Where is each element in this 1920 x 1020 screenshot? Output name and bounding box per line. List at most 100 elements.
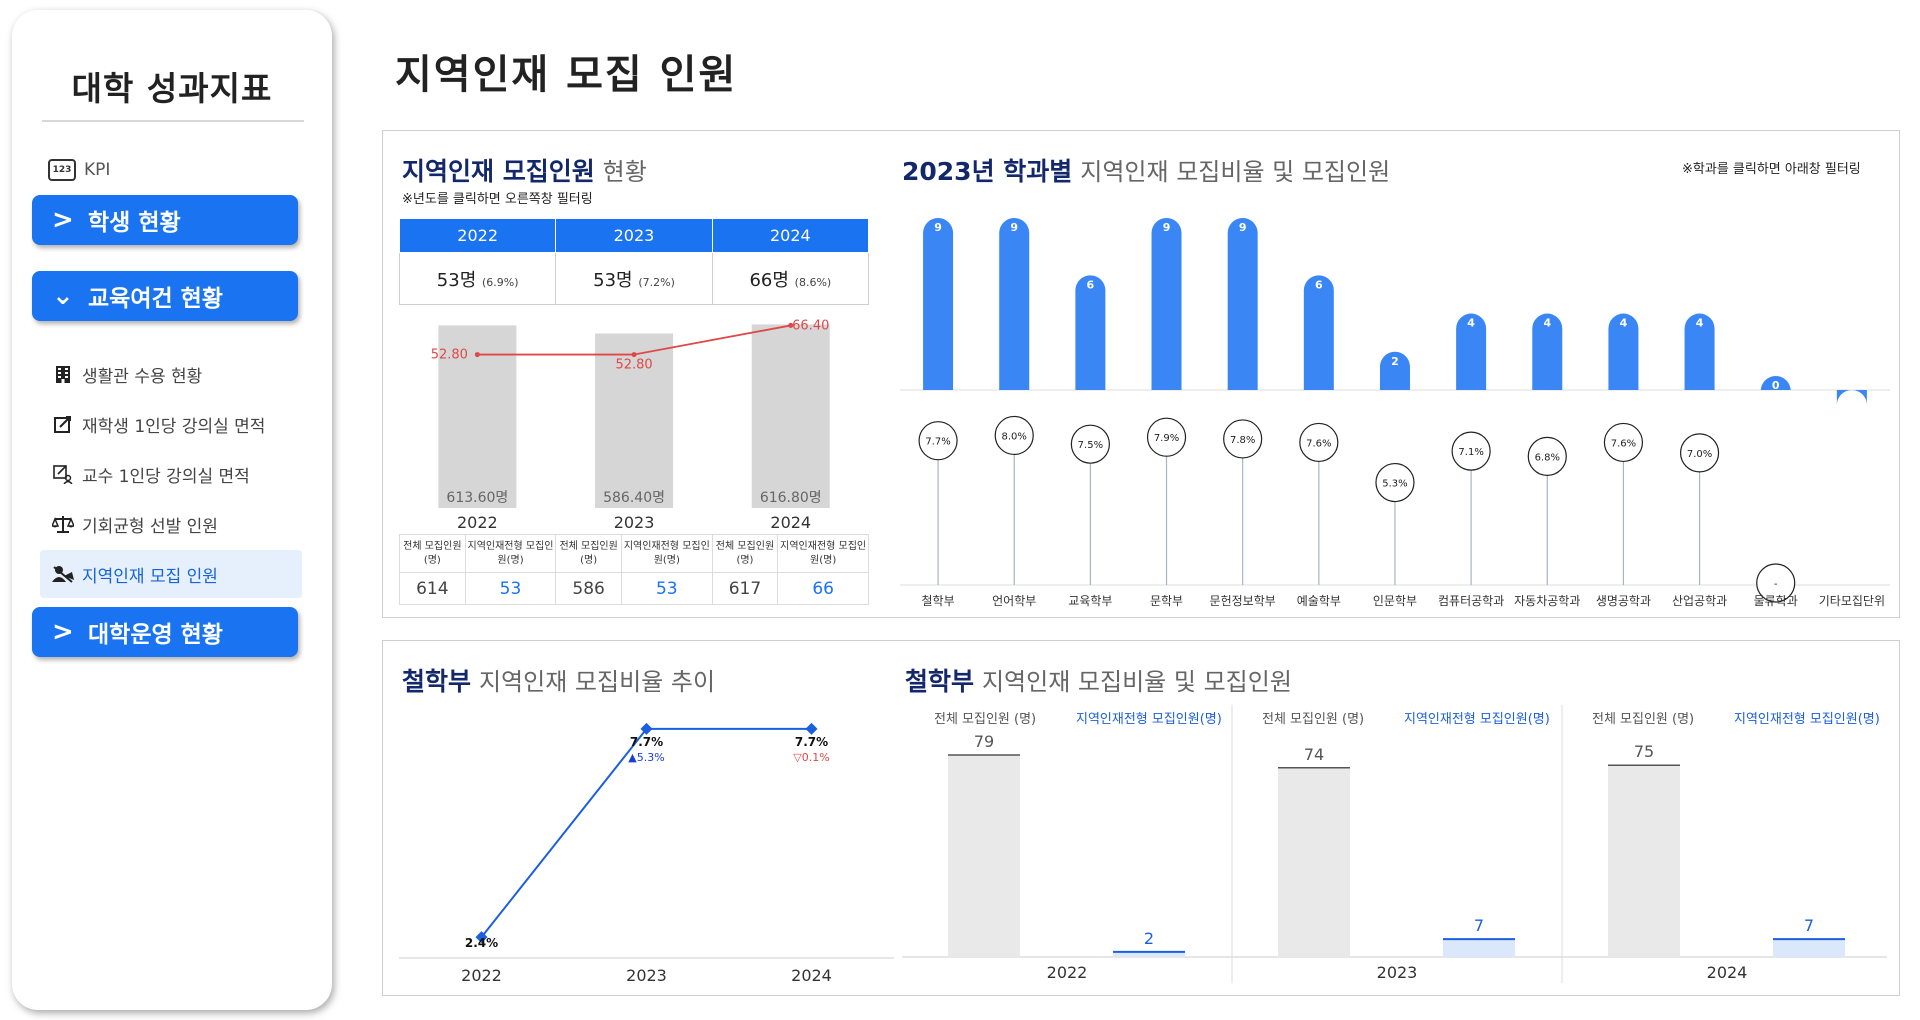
year-count: 66명 xyxy=(749,269,789,291)
dept-count-label: 4 xyxy=(1620,317,1628,330)
x-tick-label: 2022 xyxy=(1047,963,1088,982)
sidebar-item-student-room-area[interactable]: 재학생 1인당 강의실 면적 xyxy=(40,400,302,448)
detail-head-total-2022: 전체 모집인원 (명) xyxy=(934,712,1037,727)
regional-recruit-label: 7 xyxy=(1804,916,1814,935)
ratio-trend-label: 2.4% xyxy=(465,936,498,950)
sidebar-item-label: 기회균형 선발 인원 xyxy=(82,516,218,537)
yearly-recruitment-chart: 613.60명 2022 586.40명 2023 616.80명 2024 52.80 52… xyxy=(431,318,830,532)
chevron-down-icon: ⌄ xyxy=(52,281,74,311)
detail-title-strong: 철학부 xyxy=(905,667,975,696)
year-tab-2024[interactable]: 2024 xyxy=(711,218,870,253)
dept-count-label: 6 xyxy=(1087,278,1095,291)
ratio-label: 5.3% xyxy=(1382,479,1407,490)
x-tick-label: 2022 xyxy=(457,513,498,532)
dept-count-bar xyxy=(1379,351,1410,390)
ratio-bubble xyxy=(1756,563,1796,603)
year-summary-2023[interactable]: 53명 (7.2%) xyxy=(555,252,713,305)
dept-count-label: 9 xyxy=(1239,221,1247,234)
total-bar-label: 586.40명 xyxy=(603,490,665,506)
sidebar-item-label: 재학생 1인당 강의실 면적 xyxy=(82,416,266,437)
ratio-bubble xyxy=(1070,424,1110,464)
x-tick-label: 2023 xyxy=(626,966,667,985)
detail-head-regional-2022: 지역인재전형 모집인원(명) xyxy=(1076,712,1222,727)
status-panel-title: 지역인재 모집인원 현황 xyxy=(402,152,647,188)
regional-point xyxy=(788,322,794,328)
year-summary-2024[interactable]: 66명 (8.6%) xyxy=(711,252,870,305)
kpi-link[interactable]: 123 KPI xyxy=(48,155,110,185)
dept-name-label: 인문학부 xyxy=(1373,594,1417,608)
dept-count-bar xyxy=(1836,390,1867,405)
education-status-button[interactable]: ⌄ 교육여건 현황 xyxy=(32,271,298,321)
dept-count-bar xyxy=(1456,313,1487,390)
dept-count-label: 9 xyxy=(934,221,942,234)
x-tick-label: 2024 xyxy=(770,513,811,532)
year-tab-2022[interactable]: 2022 xyxy=(398,218,557,253)
dept-count-bar xyxy=(999,218,1030,390)
ratio-label: 8.0% xyxy=(1002,431,1027,442)
ratio-change-label: ▽0.1% xyxy=(793,751,829,764)
dept-name-label: 교육학부 xyxy=(1068,594,1112,608)
trend-title-light: 지역인재 모집비율 추이 xyxy=(478,668,716,696)
student-status-button[interactable]: > 학생 현황 xyxy=(32,195,298,245)
total-recruit-bar xyxy=(1608,765,1680,957)
sidebar-item-regional-talent[interactable]: 지역인재 모집 인원 xyxy=(40,550,302,598)
dept-count-label: 9 xyxy=(1010,221,1018,234)
balance-scale-icon xyxy=(52,513,74,535)
dept-count-bar xyxy=(1303,275,1334,390)
ratio-trend-point xyxy=(805,722,818,735)
total-2023: 586 xyxy=(555,572,622,605)
dept-count-label: 6 xyxy=(1315,278,1323,291)
dept-detail-chart: 79 2 2022 74 7 2023 75 7 2024 xyxy=(902,705,1887,983)
total-2024: 617 xyxy=(711,572,779,605)
operation-status-label: 대학운영 현황 xyxy=(88,622,223,648)
sidebar-item-opportunity-balance[interactable]: 기회균형 선발 인원 xyxy=(40,500,302,548)
dept-count-bar xyxy=(1227,218,1258,390)
sidebar-divider xyxy=(42,120,304,122)
dept-title-strong: 2023년 학과별 xyxy=(902,157,1073,186)
operation-status-button[interactable]: > 대학운영 현황 xyxy=(32,607,298,657)
status-title-strong: 지역인재 모집인원 xyxy=(402,157,595,186)
year-tab-2023[interactable]: 2023 xyxy=(555,218,713,253)
year-ratio: (8.6%) xyxy=(794,275,832,289)
dept-count-bar xyxy=(1151,218,1182,390)
ratio-bubble xyxy=(1146,417,1187,457)
ratio-label: 7.1% xyxy=(1458,447,1483,458)
dept-count-label: 4 xyxy=(1467,317,1475,330)
ratio-bubble xyxy=(1679,433,1720,473)
sidebar-item-label: 지역인재 모집 인원 xyxy=(82,566,218,587)
ratio-label: 7.0% xyxy=(1687,449,1712,460)
sidebar-item-dormitory[interactable]: 생활관 수용 현황 xyxy=(40,350,302,398)
dept-title-light: 지역인재 모집비율 및 모집인원 xyxy=(1080,158,1391,186)
total-bar xyxy=(751,324,830,508)
detail-title-light: 지역인재 모집비율 및 모집인원 xyxy=(981,668,1292,696)
dept-name-label: 예술학부 xyxy=(1297,594,1341,608)
ratio-bubble xyxy=(1451,431,1491,471)
ratio-label: 6.8% xyxy=(1535,452,1560,463)
sidebar-item-professor-room-area[interactable]: 교수 1인당 강의실 면적 xyxy=(40,450,302,498)
dept-name-label: 기타모집단위 xyxy=(1819,594,1885,608)
ratio-trend-point xyxy=(640,722,653,735)
kpi-123-icon: 123 xyxy=(48,159,76,181)
detail-head-regional-2024: 지역인재전형 모집인원(명) xyxy=(1734,712,1880,727)
year-count: 53명 xyxy=(436,269,477,291)
ratio-label: 7.9% xyxy=(1154,433,1179,444)
regional-point xyxy=(474,352,480,358)
x-tick-label: 2023 xyxy=(614,513,655,532)
total-recruit-bar xyxy=(948,755,1020,957)
sidebar: 대학 성과지표 123 KPI > 학생 현황 ⌄ 교육여건 현황 생활관 수용… xyxy=(12,10,332,1010)
dept-name-label: 문학부 xyxy=(1150,594,1183,608)
year-summary-table: 2022 2023 2024 53명 (6.9%) 53명 (7.2%) 66명… xyxy=(398,218,870,305)
kpi-label: KPI xyxy=(84,160,111,180)
year-summary-2022[interactable]: 53명 (6.9%) xyxy=(398,252,557,305)
trend-title-strong: 철학부 xyxy=(402,667,472,696)
chevron-right-icon: > xyxy=(52,617,74,647)
detail-head-regional-2023: 지역인재전형 모집인원(명) xyxy=(1404,712,1550,727)
col-regional-2024: 지역인재전형 모집인원(명) xyxy=(777,534,869,573)
dept-count-label: 4 xyxy=(1543,317,1551,330)
total-bar-label: 613.60명 xyxy=(446,490,508,506)
ratio-bubble xyxy=(1375,462,1415,503)
detail-head-total-2023: 전체 모집인원 (명) xyxy=(1262,712,1365,727)
regional-2023: 53 xyxy=(621,572,713,605)
sidebar-title: 대학 성과지표 xyxy=(71,69,273,108)
building-icon xyxy=(52,363,74,385)
